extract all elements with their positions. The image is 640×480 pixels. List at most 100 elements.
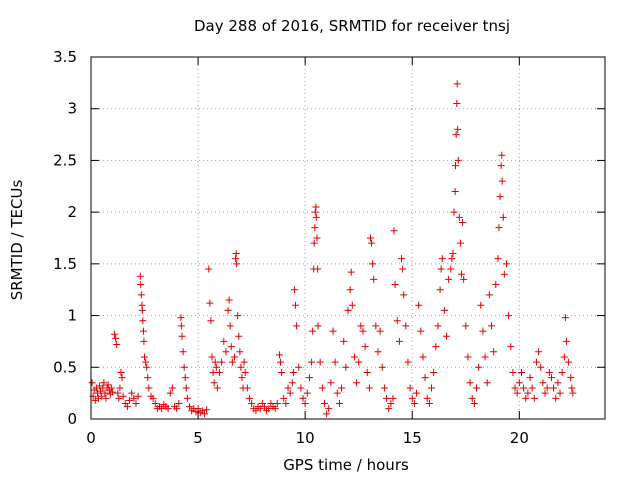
data-point <box>288 379 296 387</box>
data-point <box>450 208 458 216</box>
data-point <box>537 363 545 371</box>
data-point <box>458 270 466 278</box>
data-point <box>271 405 279 413</box>
data-point <box>216 368 223 376</box>
data-point <box>562 337 570 345</box>
data-point <box>496 193 504 201</box>
data-point <box>361 343 369 351</box>
data-point <box>297 384 305 392</box>
data-point <box>111 330 119 338</box>
data-point <box>561 314 569 322</box>
data-point <box>325 405 333 413</box>
data-point <box>201 410 209 418</box>
data-point <box>524 389 532 397</box>
data-point <box>211 358 219 366</box>
data-point <box>378 363 386 371</box>
data-point <box>308 358 316 366</box>
data-point <box>136 272 144 280</box>
data-point <box>295 363 303 371</box>
data-point <box>517 368 525 376</box>
data-point <box>344 306 352 314</box>
data-point <box>470 399 478 407</box>
data-point <box>237 363 245 371</box>
data-point <box>224 306 232 314</box>
data-point <box>417 327 425 335</box>
data-point <box>415 301 423 309</box>
data-point <box>128 389 136 397</box>
data-point <box>98 392 106 400</box>
data-point <box>311 208 319 216</box>
data-point <box>132 399 140 407</box>
data-point <box>387 399 395 407</box>
data-point <box>425 399 433 407</box>
data-point <box>166 389 174 397</box>
data-point <box>207 317 215 325</box>
x-tick-label: 5 <box>193 429 203 447</box>
data-point <box>233 260 241 268</box>
data-point <box>318 384 326 392</box>
chart-title: Day 288 of 2016, SRMTID for receiver tns… <box>194 17 510 35</box>
data-point <box>399 265 407 273</box>
data-point <box>220 337 228 345</box>
data-point <box>234 312 242 320</box>
data-point <box>203 406 211 414</box>
data-point <box>434 322 442 330</box>
data-point <box>256 405 264 413</box>
data-point <box>541 389 549 397</box>
data-point <box>428 384 436 392</box>
data-point <box>194 405 202 413</box>
data-point <box>365 384 373 392</box>
data-point <box>552 394 560 402</box>
data-point <box>205 265 213 273</box>
data-point <box>440 306 448 314</box>
x-tick-label: 0 <box>86 429 96 447</box>
data-point <box>114 389 122 397</box>
data-point <box>490 348 498 356</box>
data-point <box>497 162 505 170</box>
data-point <box>502 260 510 268</box>
data-point <box>141 353 149 361</box>
data-point <box>179 348 187 356</box>
data-point <box>452 131 460 139</box>
data-point <box>526 374 534 382</box>
data-point <box>376 327 384 335</box>
data-point <box>509 368 517 376</box>
data-point <box>314 265 322 273</box>
data-point <box>140 337 148 345</box>
data-point <box>464 353 472 361</box>
data-point <box>313 234 321 242</box>
data-point <box>558 368 566 376</box>
data-point <box>455 213 463 221</box>
y-tick-label: 3.5 <box>53 48 77 66</box>
data-point <box>278 368 286 376</box>
data-point <box>113 341 121 349</box>
data-point <box>173 405 181 413</box>
data-point <box>483 379 491 387</box>
data-point <box>305 374 313 382</box>
data-point <box>423 394 431 402</box>
data-point <box>353 379 361 387</box>
data-point <box>363 368 371 376</box>
data-point <box>183 394 191 402</box>
data-point <box>419 353 427 361</box>
data-point <box>323 410 331 418</box>
data-point <box>208 353 216 361</box>
data-point <box>547 374 555 382</box>
data-point <box>206 299 214 307</box>
data-point <box>350 353 358 361</box>
y-tick-label: 3 <box>67 100 77 118</box>
data-point <box>311 224 319 232</box>
data-point <box>335 399 343 407</box>
data-point <box>456 239 464 247</box>
data-point <box>481 353 489 361</box>
data-point <box>240 358 248 366</box>
data-point <box>374 348 382 356</box>
data-point <box>290 286 298 294</box>
data-point <box>130 394 138 402</box>
x-axis-label: GPS time / hours <box>283 456 409 474</box>
data-point <box>309 327 317 335</box>
data-point <box>100 379 108 387</box>
data-point <box>126 396 134 404</box>
data-point <box>292 301 300 309</box>
data-point <box>543 384 551 392</box>
